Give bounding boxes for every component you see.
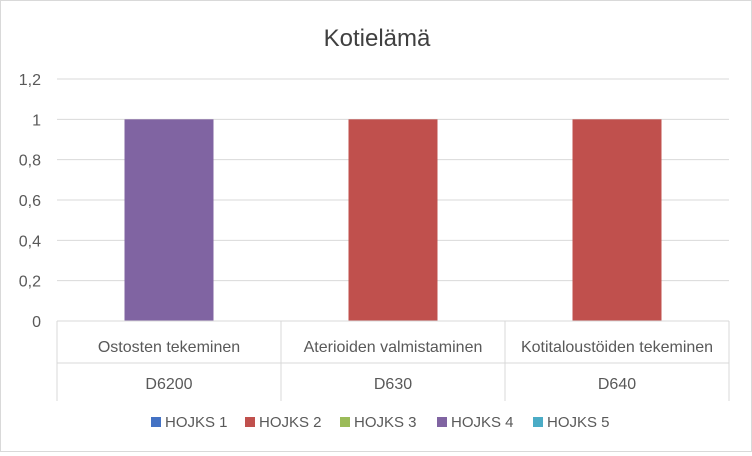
bar-hojks-2 [572,119,662,321]
legend-label: HOJKS 5 [547,414,610,431]
legend-swatch [340,417,350,427]
legend-label: HOJKS 2 [259,414,322,431]
legend-swatch [245,417,255,427]
bars [124,119,662,321]
category-label: Kotitaloustöiden tekeminen [521,339,713,356]
category-code: D630 [374,376,412,393]
legend-swatch [151,417,161,427]
legend: HOJKS 1 HOJKS 2 HOJKS 3 HOJKS 4 HOJKS 5 [151,414,610,431]
y-tick-label: 0,8 [19,153,41,170]
category-label: Ostosten tekeminen [98,339,240,356]
legend-label: HOJKS 3 [354,414,417,431]
bar-hojks-2 [348,119,438,321]
legend-label: HOJKS 4 [451,414,514,431]
legend-label: HOJKS 1 [165,414,228,431]
y-tick-label: 1,2 [19,72,41,89]
y-axis-ticks: 0 0,2 0,4 0,6 0,8 1 1,2 [19,72,41,331]
chart-title: Kotielämä [324,25,431,52]
y-tick-label: 0,4 [19,233,41,250]
legend-swatch [533,417,543,427]
category-label: Aterioiden valmistaminen [304,339,483,356]
category-code: D6200 [145,376,192,393]
category-code: D640 [598,376,636,393]
bar-hojks-4 [124,119,214,321]
y-tick-label: 1 [32,112,41,129]
x-axis: Ostosten tekeminen D6200 Aterioiden valmis… [56,320,730,401]
y-tick-label: 0 [32,314,41,331]
y-tick-label: 0,6 [19,193,41,210]
legend-swatch [437,417,447,427]
y-tick-label: 0,2 [19,274,41,291]
